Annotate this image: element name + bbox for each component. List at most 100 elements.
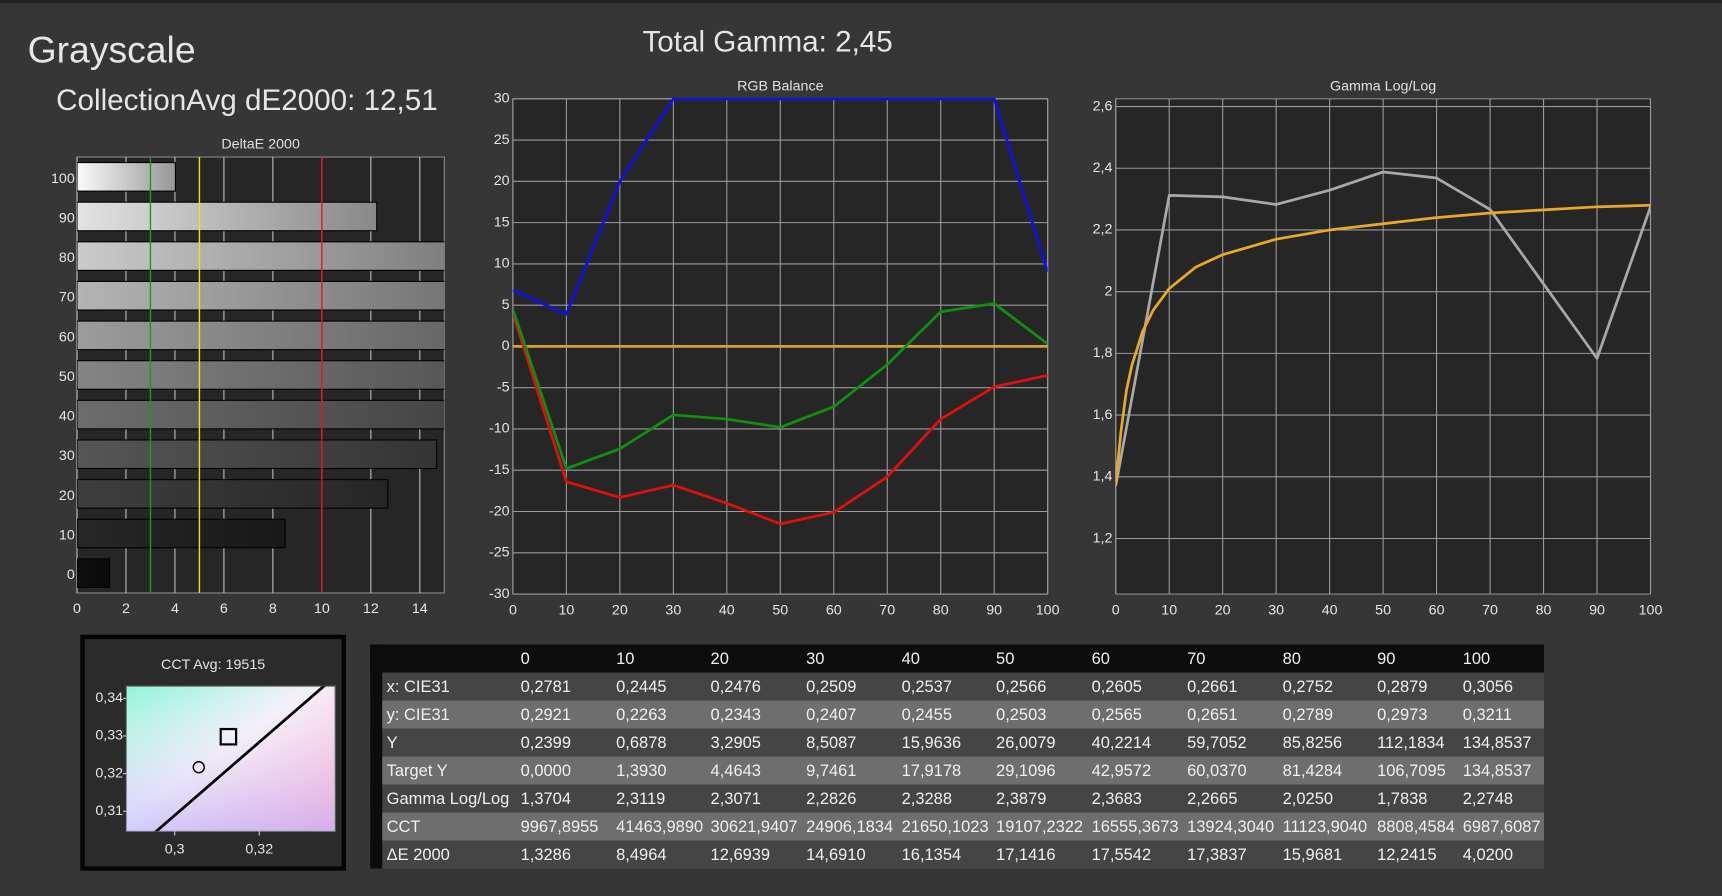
measured-point xyxy=(192,761,205,774)
cell: 2,3683 xyxy=(1092,790,1142,808)
column-header: 70 xyxy=(1187,650,1205,668)
table-row xyxy=(370,784,1544,813)
cell: 0,2566 xyxy=(996,678,1046,696)
cell: 0,2921 xyxy=(521,706,571,724)
cell: 2,2665 xyxy=(1187,790,1237,808)
locus-line xyxy=(154,686,326,832)
cell: 13924,3040 xyxy=(1187,818,1274,836)
total-gamma: Total Gamma: 2,45 xyxy=(642,26,892,59)
cell: 30621,9407 xyxy=(711,818,798,836)
cell: 12,2415 xyxy=(1377,846,1437,864)
series-line xyxy=(512,312,1048,526)
row-label: Y xyxy=(387,734,398,752)
y-tick-label: 0 xyxy=(67,567,75,583)
cell: 0,2476 xyxy=(711,678,761,696)
column-header: 60 xyxy=(1092,650,1110,668)
x-tick-label: 100 xyxy=(1639,602,1663,618)
cell: 2,2748 xyxy=(1463,790,1513,808)
y-tick-label: 10 xyxy=(59,527,75,543)
cell: 2,3879 xyxy=(996,790,1046,808)
y-tick-label: 25 xyxy=(494,132,510,148)
x-tick-label: 4 xyxy=(171,601,179,617)
bar xyxy=(77,241,445,271)
column-header: 30 xyxy=(806,650,824,668)
x-tick-label: 2 xyxy=(122,601,130,617)
y-tick-label: 40 xyxy=(59,409,75,425)
cell: 106,7095 xyxy=(1377,762,1446,780)
cell: 16555,3673 xyxy=(1092,818,1179,836)
y-tick-label: 90 xyxy=(59,210,75,226)
x-tick-label: 0 xyxy=(73,601,81,617)
table-row xyxy=(370,756,1544,785)
cell: 0,2263 xyxy=(616,706,666,724)
row-label: Gamma Log/Log xyxy=(387,790,510,808)
cell: 0,2781 xyxy=(521,678,571,696)
cell: 14,6910 xyxy=(806,846,866,864)
y-tick-label: -5 xyxy=(497,379,510,395)
x-tick-label: 0 xyxy=(509,602,517,618)
cell: 134,8537 xyxy=(1463,734,1532,752)
cell: 0,0000 xyxy=(521,762,571,780)
y-tick-label: 20 xyxy=(494,173,510,189)
target-point xyxy=(219,727,238,746)
row-label: ΔE 2000 xyxy=(387,846,450,864)
cell: 42,9572 xyxy=(1092,762,1152,780)
y-tick-label: 50 xyxy=(59,369,75,385)
cell: 0,2399 xyxy=(521,734,571,752)
x-tick-label: 50 xyxy=(772,602,788,618)
x-tick-label: 0,3 xyxy=(165,842,185,858)
cell: 8808,4584 xyxy=(1377,818,1455,836)
bars xyxy=(77,162,445,588)
x-tick-label: 0 xyxy=(1112,602,1120,618)
series-line xyxy=(512,97,1048,316)
y-tick-label: -15 xyxy=(489,462,510,478)
bar xyxy=(77,360,445,390)
x-tick-label: 70 xyxy=(879,602,895,618)
x-tick-label: 0,32 xyxy=(245,842,273,858)
y-tick-label: 70 xyxy=(59,290,75,306)
cell: 60,0370 xyxy=(1187,762,1247,780)
series-line xyxy=(1115,170,1651,487)
cell: 17,3837 xyxy=(1187,846,1247,864)
series-line xyxy=(1115,203,1651,484)
y-tick-label: 30 xyxy=(494,91,510,107)
cell: 0,2503 xyxy=(996,706,1046,724)
series-line xyxy=(512,302,1048,470)
cell: 26,0079 xyxy=(996,734,1056,752)
y-tick-label: 100 xyxy=(51,171,75,187)
y-tick-label: 2,6 xyxy=(1093,98,1113,114)
cell: 8,4964 xyxy=(616,846,666,864)
cell: 8,5087 xyxy=(806,734,856,752)
cell: 59,7052 xyxy=(1187,734,1247,752)
cell: 9,7461 xyxy=(806,762,856,780)
cell: 2,3288 xyxy=(902,790,952,808)
cell: 1,3286 xyxy=(521,846,571,864)
cell: 0,2789 xyxy=(1283,706,1333,724)
cell: 0,2661 xyxy=(1187,678,1237,696)
cell: 19107,2322 xyxy=(996,818,1083,836)
bar xyxy=(77,399,445,430)
cell: 12,6939 xyxy=(711,846,771,864)
cell: 134,8537 xyxy=(1463,762,1532,780)
cell: 11123,9040 xyxy=(1283,818,1368,836)
cell: 40,2214 xyxy=(1092,734,1152,752)
column-header: 80 xyxy=(1283,650,1301,668)
cell: 17,5542 xyxy=(1092,846,1152,864)
cell: 0,2651 xyxy=(1187,706,1237,724)
bar xyxy=(77,558,111,588)
y-tick-label: -30 xyxy=(489,586,510,602)
table-row xyxy=(370,672,1544,701)
y-tick-label: 0,34 xyxy=(95,690,123,706)
cell: 0,2343 xyxy=(711,706,761,724)
y-tick-label: -25 xyxy=(489,545,510,561)
y-tick-label: 0,31 xyxy=(95,803,123,819)
cell: 112,1834 xyxy=(1377,734,1444,752)
column-header: 0 xyxy=(521,650,530,668)
x-tick-label: 60 xyxy=(826,602,842,618)
cell: 3,2905 xyxy=(711,734,761,752)
chart-title: CCT Avg: 19515 xyxy=(161,657,265,673)
table-gutter xyxy=(370,644,383,869)
x-tick-label: 40 xyxy=(1322,602,1338,618)
y-tick-label: 2 xyxy=(1105,283,1113,299)
